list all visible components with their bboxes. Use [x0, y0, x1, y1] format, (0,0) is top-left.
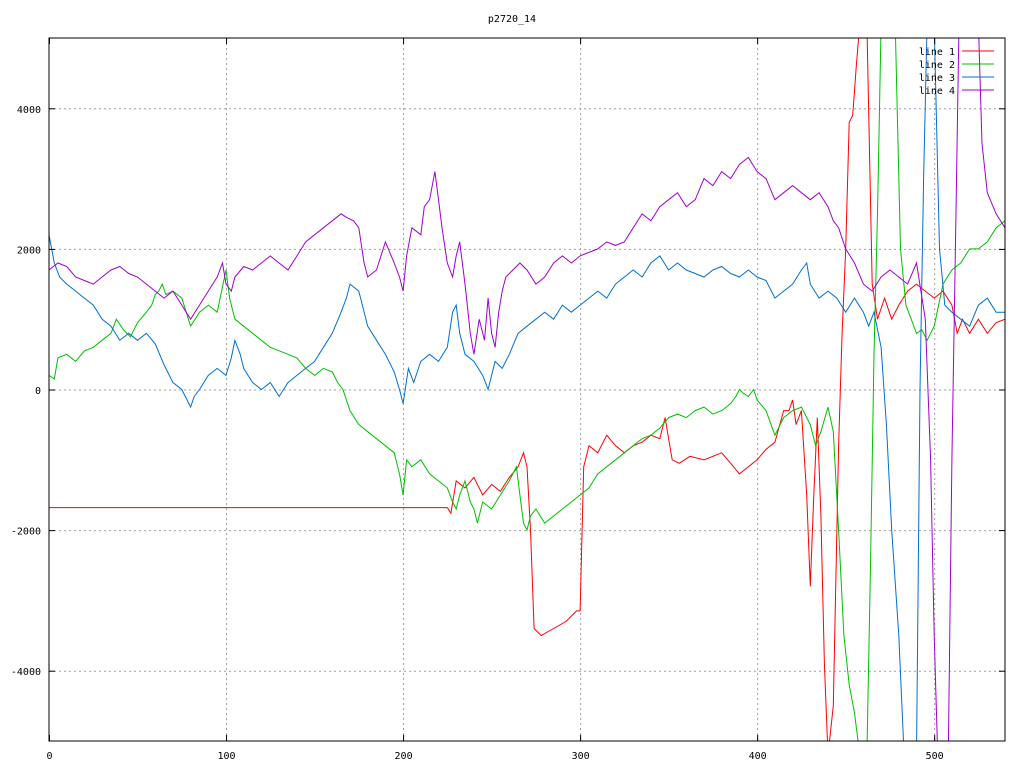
legend-label: line 2 [919, 60, 955, 71]
grid-lines [49, 38, 1005, 741]
x-tick-label: 200 [395, 751, 413, 762]
series-line-line-4 [49, 38, 1005, 741]
plot-frame [48, 37, 1006, 742]
x-tick-label: 400 [749, 751, 767, 762]
legend-label: line 3 [919, 73, 955, 84]
x-tick-label: 0 [46, 751, 52, 762]
legend-label: line 1 [919, 47, 955, 58]
x-tick-label: 100 [218, 751, 236, 762]
y-tick-label: -4000 [11, 667, 41, 678]
y-tick-label: 2000 [17, 245, 41, 256]
y-tick-label: -2000 [11, 527, 41, 538]
series-lines [49, 38, 1005, 741]
series-line-line-2 [49, 38, 1005, 741]
y-tick-label: 0 [35, 386, 41, 397]
x-tick-label: 300 [572, 751, 590, 762]
x-tick-label: 500 [926, 751, 944, 762]
y-tick-label: 4000 [17, 105, 41, 116]
chart-title: p2720_14 [488, 14, 536, 25]
axis-ticks: 0 100 200 300 400 500 -4000 -2000 0 2000 4000 [11, 38, 1005, 762]
legend-label: line 4 [919, 86, 955, 97]
series-line-line-3 [49, 38, 1005, 741]
legend: line 1 line 2 line 3 line 4 [919, 47, 994, 97]
series-line-line-1 [49, 38, 1005, 741]
